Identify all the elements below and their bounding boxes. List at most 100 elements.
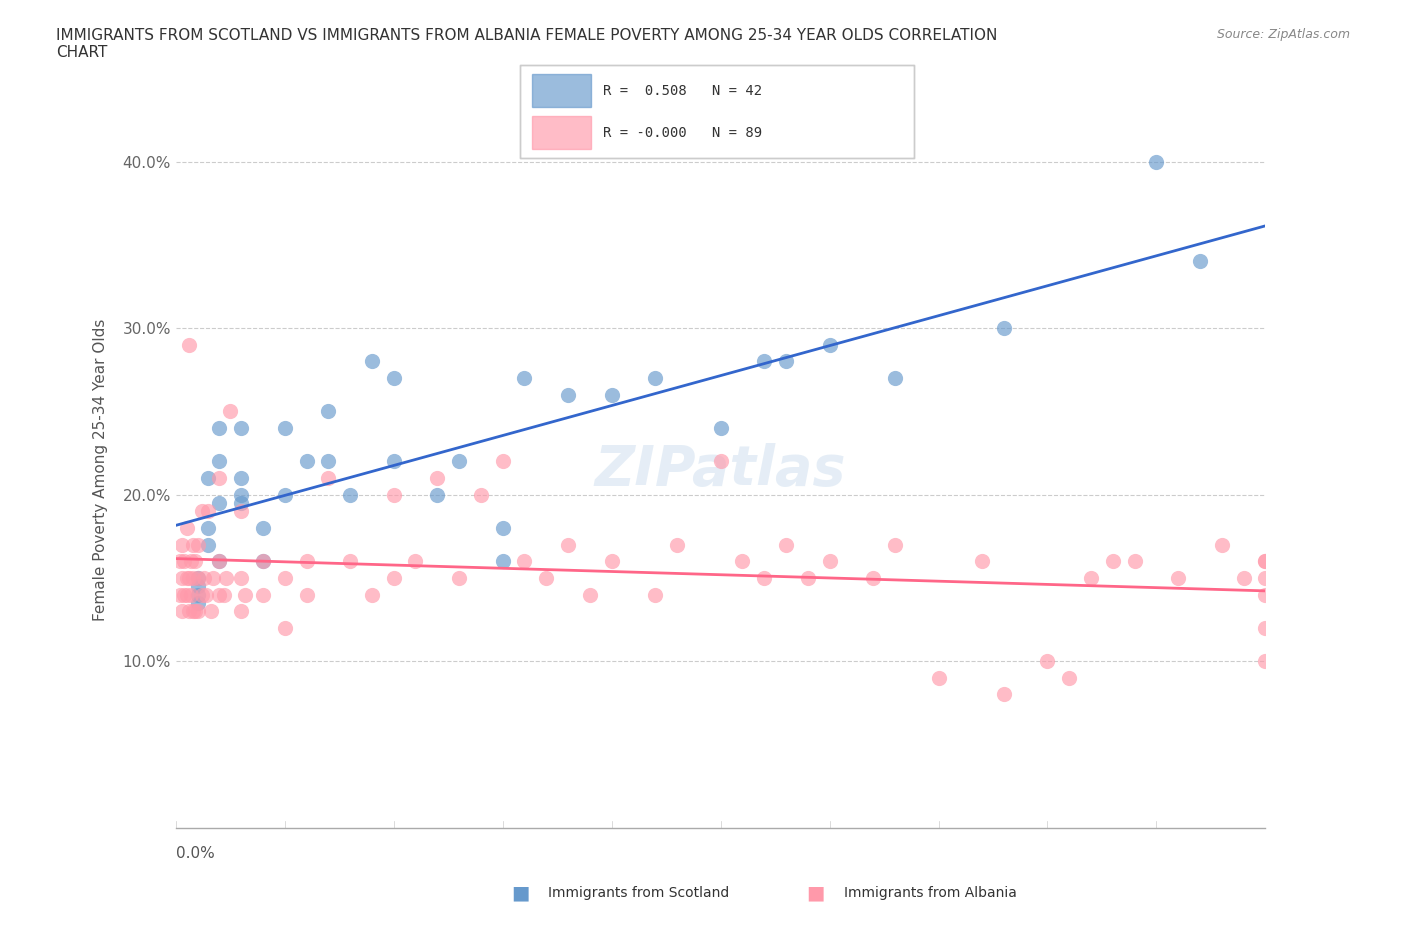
Point: [1189, 254, 1212, 269]
Point: [231, 570, 253, 585]
Point: [191, 504, 214, 519]
Point: [231, 471, 253, 485]
Point: [884, 371, 907, 386]
Point: [231, 496, 253, 511]
Point: [252, 587, 274, 602]
Point: [186, 538, 209, 552]
Point: [186, 578, 209, 593]
Point: [208, 496, 231, 511]
Point: [295, 553, 318, 568]
Point: [884, 538, 907, 552]
Point: [208, 471, 231, 485]
Point: [993, 321, 1015, 336]
Text: ZIPatlas: ZIPatlas: [595, 443, 846, 497]
Point: [318, 404, 340, 418]
Point: [492, 553, 515, 568]
Point: [710, 454, 733, 469]
Point: [191, 587, 214, 602]
Point: [295, 587, 318, 602]
Point: [252, 553, 274, 568]
Point: [970, 553, 993, 568]
Point: [492, 521, 515, 536]
Point: [513, 553, 536, 568]
Point: [775, 354, 797, 369]
Point: [181, 604, 204, 618]
Point: [208, 420, 231, 435]
Point: [197, 538, 219, 552]
Point: [208, 553, 231, 568]
Point: [447, 570, 470, 585]
Point: [447, 454, 470, 469]
Point: [644, 371, 666, 386]
Point: [775, 538, 797, 552]
Point: [513, 371, 536, 386]
Point: [600, 387, 623, 402]
Point: [666, 538, 689, 552]
Point: [360, 354, 382, 369]
Point: [231, 504, 253, 519]
Point: [1254, 553, 1277, 568]
Point: [252, 521, 274, 536]
Point: [557, 387, 579, 402]
Point: [186, 595, 209, 610]
Point: [215, 570, 238, 585]
Point: [193, 570, 215, 585]
Text: R =  0.508   N = 42: R = 0.508 N = 42: [603, 84, 762, 99]
Point: [208, 587, 231, 602]
Point: [172, 538, 194, 552]
Point: [993, 687, 1015, 702]
Point: [1102, 553, 1125, 568]
Text: Immigrants from Albania: Immigrants from Albania: [844, 885, 1017, 900]
Point: [1144, 154, 1167, 169]
Point: [1057, 671, 1080, 685]
Point: [797, 570, 820, 585]
Point: [231, 420, 253, 435]
Point: [600, 553, 623, 568]
Point: [169, 553, 191, 568]
Point: [181, 538, 204, 552]
Point: [382, 454, 405, 469]
Point: [173, 587, 195, 602]
Point: [426, 487, 449, 502]
Point: [1080, 570, 1102, 585]
Point: [184, 604, 207, 618]
Point: [339, 553, 361, 568]
Point: [492, 454, 515, 469]
Point: [818, 338, 841, 352]
Point: [208, 454, 231, 469]
Point: [928, 671, 950, 685]
Point: [318, 471, 340, 485]
Point: [710, 420, 733, 435]
Bar: [531, 74, 591, 107]
Point: [195, 587, 218, 602]
Point: [557, 538, 579, 552]
Text: IMMIGRANTS FROM SCOTLAND VS IMMIGRANTS FROM ALBANIA FEMALE POVERTY AMONG 25-34 Y: IMMIGRANTS FROM SCOTLAND VS IMMIGRANTS F…: [56, 28, 998, 60]
Point: [186, 570, 209, 585]
Point: [1123, 553, 1146, 568]
Point: [172, 604, 194, 618]
Point: [180, 587, 202, 602]
Point: [176, 570, 198, 585]
Point: [197, 504, 219, 519]
Point: [1254, 587, 1277, 602]
Point: [862, 570, 884, 585]
Point: [405, 553, 427, 568]
Point: [1254, 654, 1277, 669]
Point: [169, 587, 191, 602]
Point: [644, 587, 666, 602]
Text: Source: ZipAtlas.com: Source: ZipAtlas.com: [1216, 28, 1350, 41]
Point: [219, 404, 242, 418]
Point: [470, 487, 492, 502]
Point: [201, 570, 224, 585]
Point: [1232, 570, 1256, 585]
Point: [1036, 654, 1059, 669]
Text: ■: ■: [510, 884, 530, 902]
Point: [1254, 570, 1277, 585]
Point: [754, 354, 776, 369]
Point: [200, 604, 222, 618]
Point: [186, 604, 209, 618]
Y-axis label: Female Poverty Among 25-34 Year Olds: Female Poverty Among 25-34 Year Olds: [94, 318, 108, 621]
Point: [197, 471, 219, 485]
Point: [382, 487, 405, 502]
Point: [1254, 620, 1277, 635]
